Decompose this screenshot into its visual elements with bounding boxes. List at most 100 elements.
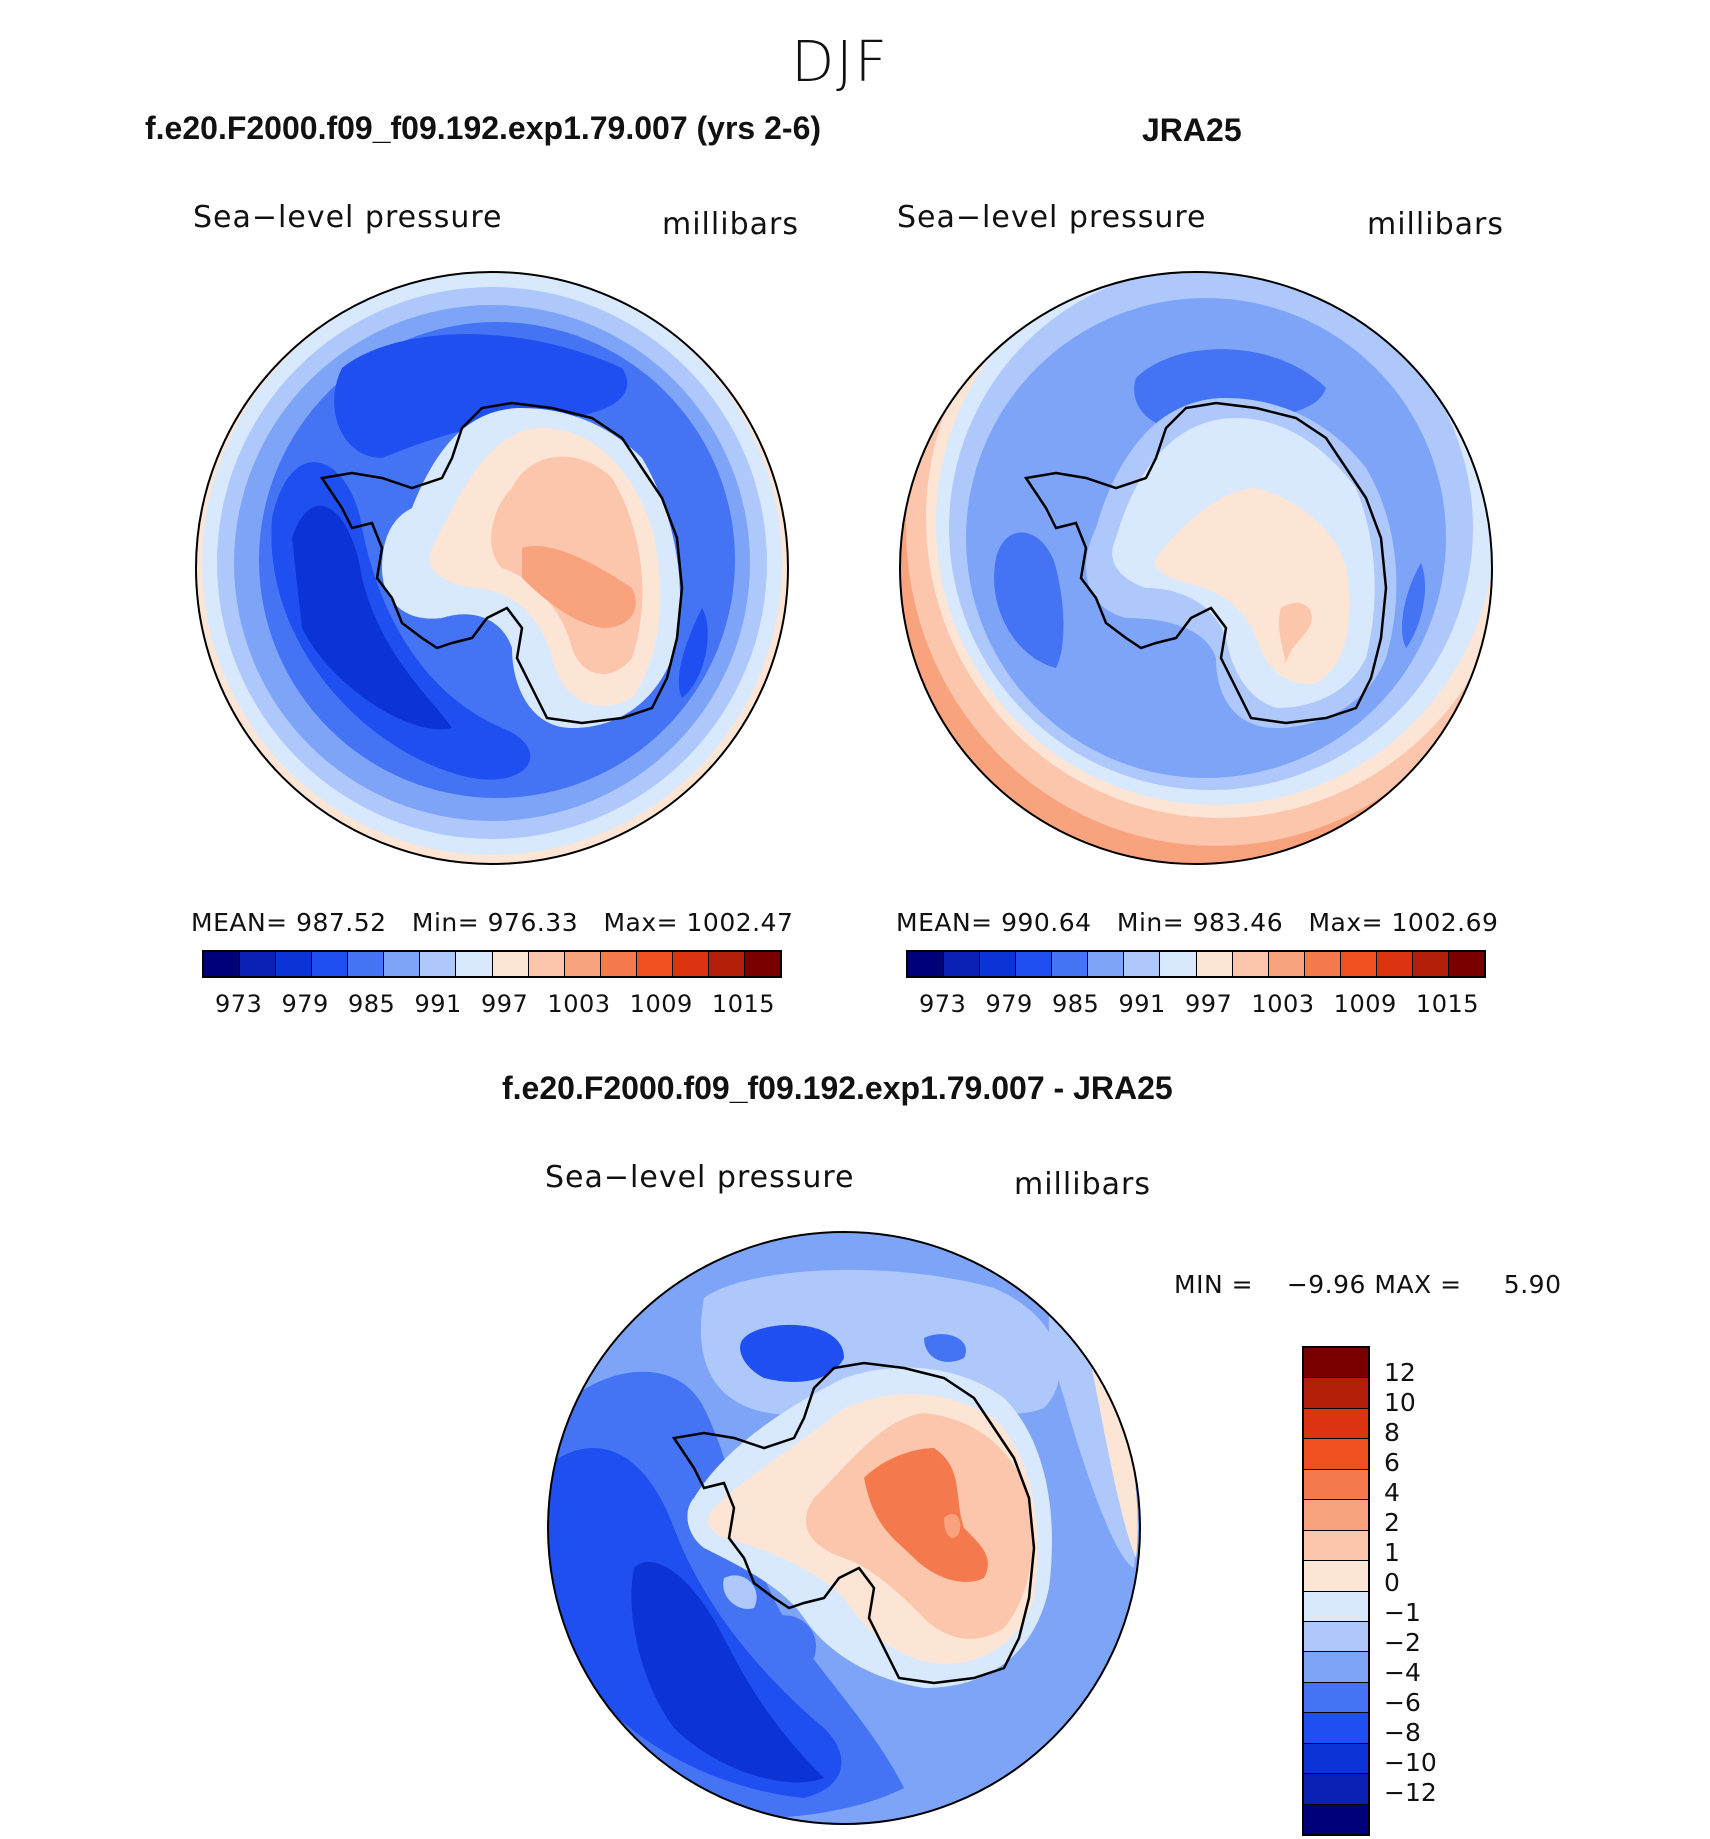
colorbar-swatch (1304, 1500, 1368, 1531)
colorbar-swatch (708, 952, 745, 976)
colorbar-tick: 0 (1384, 1568, 1400, 1597)
colorbar-tick: 973 (215, 990, 263, 1018)
colorbar-swatch (1304, 1591, 1368, 1622)
colorbar-tick: 1015 (1415, 990, 1479, 1018)
colorbar-swatch (348, 952, 385, 976)
panel3-polar-map (547, 1231, 1141, 1825)
colorbar-tick: 8 (1384, 1418, 1400, 1447)
colorbar-tick: 997 (1184, 990, 1233, 1018)
colorbar-tick: −10 (1384, 1748, 1437, 1777)
colorbar-tick: 1 (1384, 1538, 1400, 1567)
colorbar-swatch (980, 952, 1017, 976)
colorbar-swatch (672, 952, 709, 976)
colorbar-tick: −8 (1384, 1718, 1421, 1747)
colorbar-swatch (1304, 1774, 1368, 1805)
colorbar-tick: 1003 (1251, 990, 1315, 1018)
colorbar-tick: 991 (414, 990, 462, 1018)
panel1-colorbar (202, 950, 782, 978)
colorbar-swatch (204, 952, 241, 976)
colorbar-swatch (1304, 1713, 1368, 1744)
colorbar-tick: 1003 (547, 990, 611, 1018)
panel1-units-label: millibars (662, 207, 799, 242)
colorbar-swatch (564, 952, 601, 976)
colorbar-swatch (1304, 1743, 1368, 1775)
colorbar-swatch (1304, 1348, 1368, 1379)
panel1-polar-map (195, 271, 789, 865)
colorbar-swatch (636, 952, 673, 976)
colorbar-swatch (1304, 1530, 1368, 1562)
colorbar-swatch (1196, 952, 1233, 976)
colorbar-tick: 1009 (629, 990, 693, 1018)
colorbar-swatch (492, 952, 529, 976)
colorbar-swatch (1268, 952, 1305, 976)
colorbar-swatch (384, 952, 421, 976)
panel2-title: JRA25 (1142, 112, 1242, 148)
panel3-title: f.e20.F2000.f09_f09.192.exp1.79.007 - JR… (502, 1070, 1173, 1106)
colorbar-tick: 979 (985, 990, 1033, 1018)
colorbar-tick: −6 (1384, 1688, 1421, 1717)
colorbar-tick: 991 (1118, 990, 1166, 1018)
colorbar-swatch (1304, 1439, 1368, 1470)
colorbar-swatch (1088, 952, 1125, 976)
colorbar-swatch (420, 952, 457, 976)
colorbar-tick: 4 (1384, 1478, 1400, 1507)
colorbar-tick: 973 (919, 990, 967, 1018)
panel2-stats: MEAN= 990.64 Min= 983.46 Max= 1002.69 (896, 908, 1499, 937)
colorbar-tick: 2 (1384, 1508, 1400, 1537)
colorbar-swatch (1160, 952, 1197, 976)
panel3-colorbar (1302, 1346, 1370, 1836)
colorbar-swatch (1304, 1652, 1368, 1683)
colorbar-swatch (1052, 952, 1089, 976)
colorbar-swatch (1304, 1804, 1368, 1834)
panel1-stats: MEAN= 987.52 Min= 976.33 Max= 1002.47 (191, 908, 794, 937)
panel3-units-label: millibars (1014, 1167, 1151, 1202)
figure-season-title: DJF (791, 30, 889, 95)
colorbar-swatch (1124, 952, 1161, 976)
colorbar-tick: 985 (347, 990, 396, 1018)
colorbar-tick: 985 (1051, 990, 1100, 1018)
colorbar-swatch (944, 952, 981, 976)
colorbar-tick: −1 (1384, 1598, 1421, 1627)
colorbar-tick: 1009 (1333, 990, 1397, 1018)
panel2-colorbar-ticks: 973 979 985 991 997 1003 1009 1015 (919, 990, 1479, 1018)
colorbar-swatch (1448, 952, 1484, 976)
colorbar-swatch (1232, 952, 1269, 976)
colorbar-swatch (1016, 952, 1053, 976)
colorbar-swatch (1304, 1621, 1368, 1653)
panel2-units-label: millibars (1367, 207, 1504, 242)
colorbar-swatch (1304, 1469, 1368, 1501)
colorbar-swatch (1304, 1682, 1368, 1714)
panel1-variable-label: Sea−level pressure (193, 200, 503, 235)
colorbar-swatch (1304, 1378, 1368, 1409)
colorbar-swatch (744, 952, 780, 976)
panel1-colorbar-ticks: 973 979 985 991 997 1003 1009 1015 (215, 990, 775, 1018)
panel2-polar-map (899, 271, 1493, 865)
colorbar-tick: −12 (1384, 1778, 1437, 1807)
colorbar-swatch (456, 952, 493, 976)
colorbar-tick: 997 (480, 990, 529, 1018)
panel2-variable-label: Sea−level pressure (897, 200, 1207, 235)
panel3-variable-label: Sea−level pressure (545, 1160, 855, 1195)
colorbar-swatch (276, 952, 313, 976)
colorbar-tick: 12 (1384, 1358, 1416, 1387)
panel1-title: f.e20.F2000.f09_f09.192.exp1.79.007 (yrs… (145, 110, 822, 146)
colorbar-tick: −2 (1384, 1628, 1421, 1657)
colorbar-swatch (312, 952, 349, 976)
colorbar-tick: 979 (281, 990, 329, 1018)
panel2-colorbar (906, 950, 1486, 978)
colorbar-tick: 10 (1384, 1388, 1416, 1417)
colorbar-swatch (1340, 952, 1377, 976)
colorbar-swatch (1304, 1408, 1368, 1440)
panel3-stats: MIN = −9.96 MAX = 5.90 (1174, 1270, 1562, 1299)
colorbar-swatch (600, 952, 637, 976)
colorbar-swatch (1412, 952, 1449, 976)
colorbar-swatch (528, 952, 565, 976)
colorbar-swatch (1304, 1561, 1368, 1592)
colorbar-swatch (1376, 952, 1413, 976)
colorbar-tick: 1015 (711, 990, 775, 1018)
colorbar-swatch (1304, 952, 1341, 976)
colorbar-swatch (240, 952, 277, 976)
colorbar-swatch (908, 952, 945, 976)
colorbar-tick: −4 (1384, 1658, 1421, 1687)
colorbar-tick: 6 (1384, 1448, 1400, 1477)
